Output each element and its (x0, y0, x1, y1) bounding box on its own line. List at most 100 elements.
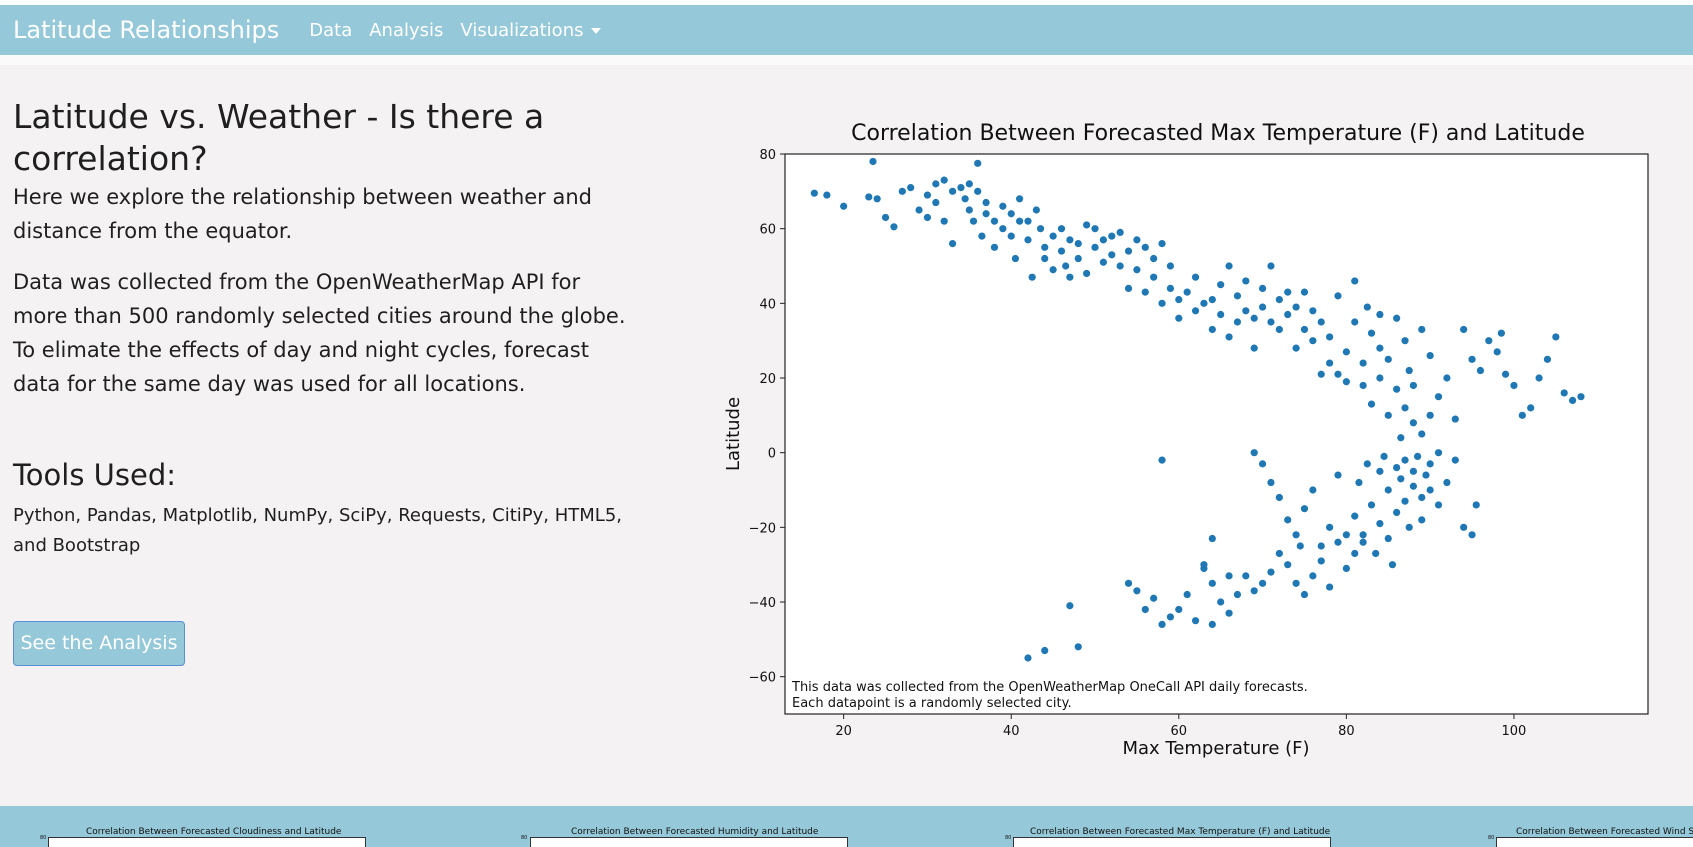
data-point (1292, 344, 1300, 352)
thumbnail-title-humidity[interactable]: Correlation Between Forecasted Humidity … (571, 827, 819, 837)
thumbnail-humidity[interactable] (530, 837, 848, 847)
data-point (1422, 471, 1430, 479)
data-point (1258, 303, 1267, 311)
data-point (974, 187, 982, 195)
data-point (1141, 288, 1149, 296)
data-point (1250, 314, 1258, 322)
data-point (923, 213, 932, 222)
max-temp-latitude-chart: Correlation Between Forecasted Max Tempe… (723, 121, 1649, 759)
data-point (1326, 583, 1334, 591)
data-point (961, 195, 969, 203)
data-point (1434, 501, 1443, 509)
data-point (999, 202, 1007, 210)
x-axis-label: Max Temperature (F) (1122, 738, 1309, 759)
data-point (1296, 542, 1304, 550)
data-point (1258, 460, 1267, 468)
data-point (1409, 482, 1417, 490)
data-point (1434, 449, 1443, 457)
data-point (1124, 247, 1133, 255)
data-point (1292, 579, 1300, 587)
data-point (1049, 232, 1057, 240)
data-point (1418, 516, 1426, 524)
data-point (1317, 557, 1325, 565)
thumbnail-strip: Correlation Between Forecasted Cloudines… (0, 806, 1693, 847)
data-point (1016, 195, 1024, 203)
nav-dropdown-label: Visualizations (460, 19, 584, 41)
data-point (915, 206, 923, 214)
data-point (1275, 549, 1283, 558)
data-point (1208, 579, 1216, 587)
data-point (974, 159, 982, 167)
data-point (1300, 288, 1309, 296)
data-point (1326, 333, 1334, 341)
nav-link-analysis[interactable]: Analysis (369, 19, 444, 41)
thumbnail-cloudiness[interactable] (48, 837, 366, 847)
data-point (1485, 337, 1493, 345)
navbar: Latitude Relationships Data Analysis Vis… (0, 5, 1693, 55)
nav-link-data[interactable]: Data (309, 19, 353, 41)
data-point (1363, 460, 1371, 468)
data-point (1560, 389, 1568, 397)
data-point (1426, 352, 1434, 360)
data-point (1091, 243, 1099, 251)
data-point (1250, 587, 1258, 595)
data-point (1460, 523, 1468, 531)
thumbnail-tick: 80 (1005, 835, 1012, 841)
data-point (1451, 456, 1459, 464)
data-point (823, 191, 831, 199)
data-point (957, 184, 965, 192)
data-point (1267, 478, 1275, 487)
plot-frame (784, 153, 1649, 715)
y-tick-label: 20 (759, 372, 776, 387)
data-point (840, 202, 848, 210)
y-tick-label: 60 (759, 223, 776, 238)
data-point (865, 193, 873, 201)
see-analysis-button[interactable]: See the Analysis (13, 621, 185, 666)
data-point (1451, 415, 1459, 423)
thumbnail-max-temp[interactable] (1013, 837, 1331, 847)
data-point (1543, 355, 1552, 363)
data-point (1191, 617, 1200, 625)
caret-down-icon (591, 27, 602, 34)
data-point (1158, 620, 1166, 628)
data-point (1393, 464, 1401, 472)
data-point (1116, 262, 1124, 270)
data-point (1317, 318, 1325, 326)
data-point (1016, 217, 1024, 225)
tools-heading: Tools Used: (13, 458, 177, 492)
data-point (923, 191, 932, 199)
data-point (1334, 538, 1342, 546)
data-point (1384, 534, 1392, 543)
navbar-brand[interactable]: Latitude Relationships (13, 16, 280, 44)
data-point (1217, 598, 1225, 606)
thumbnail-title-wind-speed[interactable]: Correlation Between Forecasted Wind Sp (1516, 827, 1693, 837)
data-point (1133, 266, 1141, 274)
data-point (999, 225, 1007, 233)
data-point (1309, 572, 1317, 580)
thumbnail-wind-speed[interactable] (1496, 837, 1693, 847)
thumbnail-title-max-temp[interactable]: Correlation Between Forecasted Max Tempe… (1030, 827, 1331, 837)
data-point (1158, 299, 1166, 307)
data-point (1359, 381, 1367, 390)
data-point (1066, 236, 1074, 244)
data-point (1409, 381, 1417, 390)
data-point (1074, 240, 1082, 248)
data-point (1275, 296, 1283, 304)
data-point (1150, 594, 1158, 602)
data-point (1342, 348, 1350, 356)
data-point (1091, 225, 1099, 233)
data-point (1355, 478, 1363, 487)
thumbnail-title-cloudiness[interactable]: Correlation Between Forecasted Cloudines… (86, 827, 342, 837)
data-point (1011, 254, 1020, 263)
data-point (1267, 318, 1275, 326)
data-point (1501, 370, 1510, 378)
data-point (1166, 262, 1175, 270)
data-point (1233, 318, 1242, 326)
data-point (1049, 266, 1057, 274)
data-point (1472, 501, 1480, 509)
nav-dropdown-visualizations[interactable]: Visualizations (460, 19, 602, 41)
data-point (1133, 587, 1141, 595)
data-point (1066, 273, 1074, 281)
data-point (1418, 430, 1426, 438)
data-point (890, 223, 898, 231)
